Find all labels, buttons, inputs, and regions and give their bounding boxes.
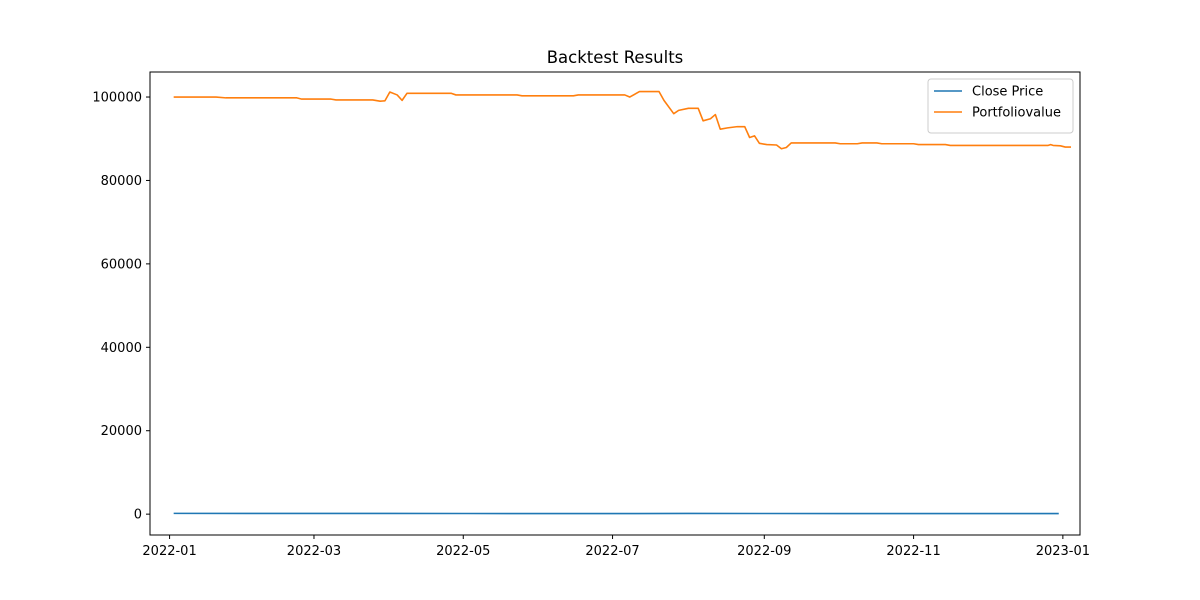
legend-box — [927, 78, 1074, 134]
y-tick-label: 0 — [134, 508, 142, 523]
legend-label: Close Price — [972, 85, 1043, 100]
x-tick-label: 2022-11 — [886, 544, 940, 559]
y-tick-label: 100000 — [92, 91, 142, 106]
plot-area-frame — [149, 71, 1081, 536]
y-axis: 0 20000 40000 60000 80000 100000 — [92, 91, 150, 523]
chart-title: Backtest Results — [547, 48, 684, 67]
y-tick-label: 60000 — [101, 257, 142, 272]
x-tick-label: 2022-09 — [737, 544, 791, 559]
series-layer — [173, 90, 1072, 515]
x-tick-label: 2022-05 — [436, 544, 490, 559]
x-tick-label: 2023-01 — [1036, 544, 1090, 559]
x-tick-label: 2022-07 — [585, 544, 639, 559]
series-line-portfoliovalue — [173, 90, 1072, 150]
x-axis: 2022-01 2022-03 2022-05 2022-07 2022-09 2022-… — [142, 535, 1090, 559]
legend-label: Portfoliovalue — [972, 106, 1061, 121]
legend: Close Price Portfoliovalue — [927, 78, 1074, 134]
x-tick-label: 2022-03 — [287, 544, 341, 559]
y-tick-label: 20000 — [101, 424, 142, 439]
y-tick-label: 80000 — [101, 174, 142, 189]
x-tick-label: 2022-01 — [142, 544, 196, 559]
y-tick-label: 40000 — [101, 341, 142, 356]
